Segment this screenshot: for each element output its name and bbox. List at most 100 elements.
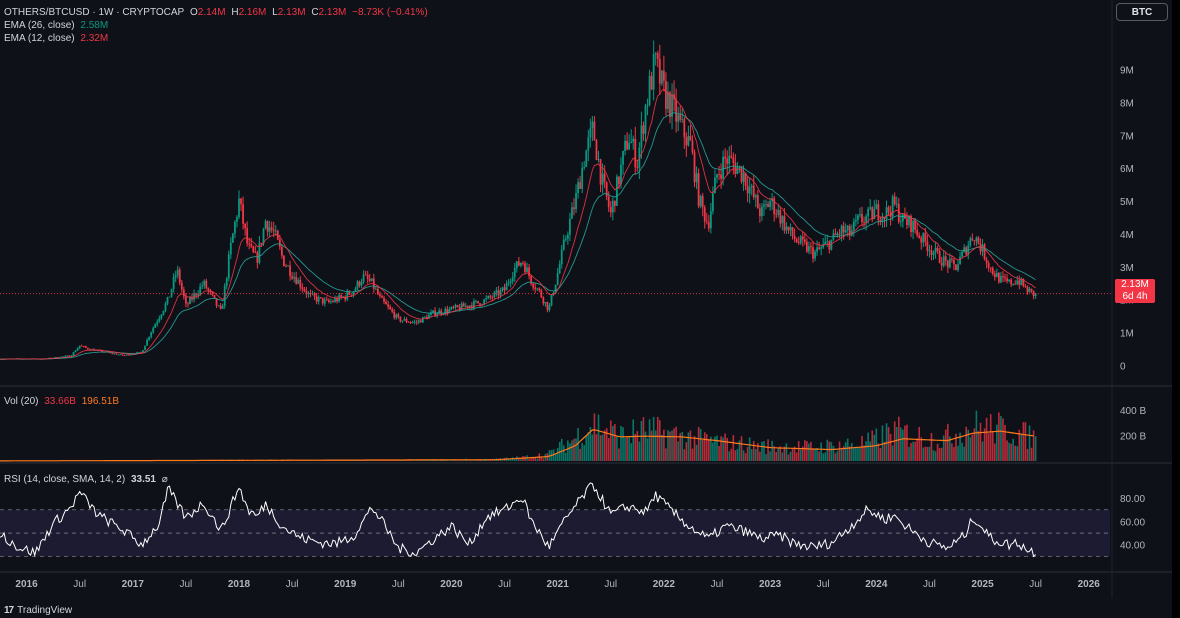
candle-body xyxy=(317,297,320,302)
candle-body xyxy=(350,294,353,296)
btc-compare-button[interactable]: BTC xyxy=(1116,3,1168,21)
volume-bar xyxy=(342,460,344,461)
candle-body xyxy=(895,203,898,205)
candle-body xyxy=(299,279,302,288)
volume-bar xyxy=(579,448,581,461)
candle-body xyxy=(117,354,120,356)
hide-eye-icon[interactable]: ⌀ xyxy=(161,474,168,485)
volume-bar xyxy=(818,451,820,461)
volume-bar xyxy=(607,437,610,461)
volume-bar xyxy=(783,446,786,461)
time-axis-label: Jul xyxy=(923,579,936,590)
volume-bar xyxy=(754,449,757,461)
rsi-value: 33.51 xyxy=(130,474,156,485)
candle-body xyxy=(417,320,420,323)
volume-bar xyxy=(977,431,980,461)
candle-body xyxy=(791,227,794,236)
volume-bar xyxy=(710,436,712,461)
candle-body xyxy=(379,294,381,296)
time-axis-label: Jul xyxy=(286,579,299,590)
candle-body xyxy=(113,353,116,355)
candle-body xyxy=(242,204,244,224)
volume-bar xyxy=(842,446,845,461)
main-legend: OTHERS/BTCUSD · 1W · CRYPTOCAP O2.14M H2… xyxy=(4,7,428,18)
volume-bar xyxy=(1010,443,1012,461)
volume-bar xyxy=(736,448,739,461)
volume-bar xyxy=(904,425,906,461)
candle-body xyxy=(957,264,959,271)
ema12-legend[interactable]: EMA (12, close) 2.32M xyxy=(4,33,111,44)
volume-bar xyxy=(691,448,694,461)
candle-body xyxy=(558,264,561,274)
candle-body xyxy=(995,272,998,278)
volume-bar xyxy=(462,460,465,461)
candle-body xyxy=(928,250,931,252)
volume-bar xyxy=(744,453,747,461)
candle-body xyxy=(168,296,171,298)
volume-bar xyxy=(759,451,761,461)
volume-bar xyxy=(589,427,592,461)
volume-legend[interactable]: Vol (20) 33.66B 196.51B xyxy=(4,396,122,407)
candle-body xyxy=(624,140,626,151)
candle-body xyxy=(566,234,569,239)
volume-bar xyxy=(536,458,539,461)
candle-body xyxy=(536,288,539,290)
volume-bar xyxy=(742,450,745,461)
volume-bar xyxy=(885,423,888,461)
candle-body xyxy=(803,239,806,242)
candle-body xyxy=(752,185,755,198)
candle-body xyxy=(72,352,75,356)
tradingview-logo-icon: 17 xyxy=(4,605,14,616)
candle-body xyxy=(836,233,839,236)
candle-body xyxy=(407,321,410,323)
candle-body xyxy=(374,288,377,290)
tradingview-branding[interactable]: 17 TradingView xyxy=(0,603,1180,618)
candle-body xyxy=(62,356,65,358)
candle-body xyxy=(436,313,439,316)
candle-body xyxy=(575,193,577,210)
volume-bar xyxy=(532,457,534,461)
volume-bar xyxy=(967,429,970,461)
candle-body xyxy=(522,262,524,264)
ema26-line xyxy=(0,112,1036,360)
rsi-label: RSI (14, close, SMA, 14, 2) xyxy=(4,474,126,485)
candle-body xyxy=(726,158,729,164)
volume-bar xyxy=(554,453,557,461)
candle-body xyxy=(370,278,373,281)
volume-bar xyxy=(936,443,939,461)
volume-bar xyxy=(712,442,714,461)
candle-body xyxy=(852,221,855,231)
candle-body xyxy=(532,283,535,288)
candle-body xyxy=(842,225,845,233)
volume-ma-value: 196.51B xyxy=(81,396,119,407)
candle-body xyxy=(229,242,232,255)
rsi-legend[interactable]: RSI (14, close, SMA, 14, 2) 33.51 ⌀ xyxy=(4,474,171,485)
candle-body xyxy=(278,239,281,247)
volume-bar xyxy=(624,437,626,461)
candle-body xyxy=(542,297,545,304)
volume-bar xyxy=(399,460,402,461)
volume-bar xyxy=(969,437,972,461)
candle-body xyxy=(689,135,692,141)
ema26-label: EMA (26, close) xyxy=(4,20,75,31)
candle-body xyxy=(899,221,902,223)
volume-bar xyxy=(605,428,608,461)
change-value: −8.73K (−0.41%) xyxy=(352,7,428,18)
candle-body xyxy=(705,221,708,223)
volume-bar xyxy=(897,416,900,461)
symbol-label[interactable]: OTHERS/BTCUSD · 1W · CRYPTOCAP xyxy=(4,7,185,18)
volume-bar xyxy=(1000,415,1002,461)
price-axis-label: 1M xyxy=(1120,329,1134,340)
volume-bar xyxy=(446,459,449,461)
candle-body xyxy=(814,251,816,259)
volume-bar xyxy=(993,443,996,461)
candle-body xyxy=(924,233,927,242)
candle-body xyxy=(70,355,73,357)
volume-bar xyxy=(585,435,588,461)
volume-label: Vol (20) xyxy=(4,396,39,407)
ema26-legend[interactable]: EMA (26, close) 2.58M xyxy=(4,20,111,31)
volume-bar xyxy=(501,458,504,461)
volume-bar xyxy=(728,451,731,461)
